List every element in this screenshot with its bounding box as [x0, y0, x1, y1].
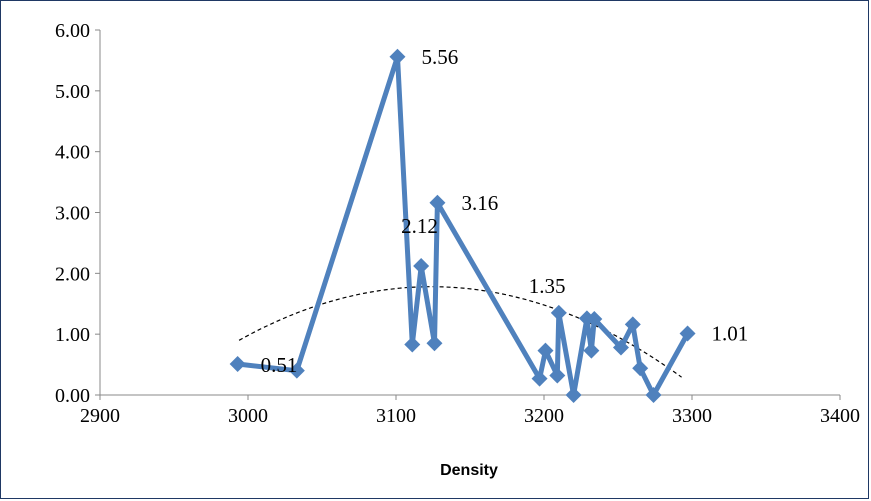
data-label: 1.01 [712, 322, 749, 346]
data-point-marker [531, 370, 548, 387]
data-point-marker [413, 258, 430, 275]
data-label: 3.16 [461, 191, 498, 215]
x-tick-label: 3400 [820, 405, 860, 427]
y-tick-label: 6.00 [55, 20, 90, 42]
y-tick-label: 5.00 [55, 81, 90, 103]
tick-labels: 0.00 1.00 2.00 3.00 4.00 5.00 6.00 2900 3000 3100… [55, 20, 860, 427]
x-axis-title: Density [440, 462, 498, 479]
data-point-marker [586, 310, 603, 327]
data-label: 2.12 [401, 214, 438, 238]
data-label: 1.35 [529, 274, 566, 298]
data-point-marker [429, 194, 446, 211]
data-label: 5.56 [421, 45, 458, 69]
data-point-marker [583, 342, 600, 359]
x-tick-label: 3100 [376, 405, 416, 427]
x-tick-label: 3300 [672, 405, 712, 427]
markers [229, 48, 696, 403]
y-tick-label: 2.00 [55, 263, 90, 285]
axes [95, 29, 841, 400]
data-point-marker [550, 304, 567, 321]
data-point-marker [549, 367, 566, 384]
data-label: 0.51 [261, 353, 298, 377]
data-point-marker [389, 48, 406, 65]
x-tick-label: 3200 [524, 405, 564, 427]
y-tick-label: 4.00 [55, 142, 90, 164]
data-point-marker [645, 387, 662, 403]
y-tick-label: 3.00 [55, 203, 90, 225]
data-point-marker [537, 342, 554, 359]
trendline [238, 286, 682, 378]
data-labels: 0.51 5.56 2.12 3.16 1.35 1.01 [261, 45, 749, 377]
y-tick-label: 0.00 [55, 385, 90, 407]
data-point-marker [426, 335, 443, 352]
data-point-marker [679, 325, 696, 342]
data-point-marker [288, 362, 305, 379]
x-tick-label: 2900 [80, 405, 120, 427]
y-tick-label: 1.00 [55, 324, 90, 346]
data-point-marker [632, 360, 649, 377]
x-tick-label: 3000 [228, 405, 268, 427]
data-point-marker [565, 387, 582, 403]
data-point-marker [404, 336, 421, 353]
data-point-marker [612, 339, 629, 356]
data-point-marker [624, 316, 641, 333]
data-point-marker [229, 355, 246, 372]
